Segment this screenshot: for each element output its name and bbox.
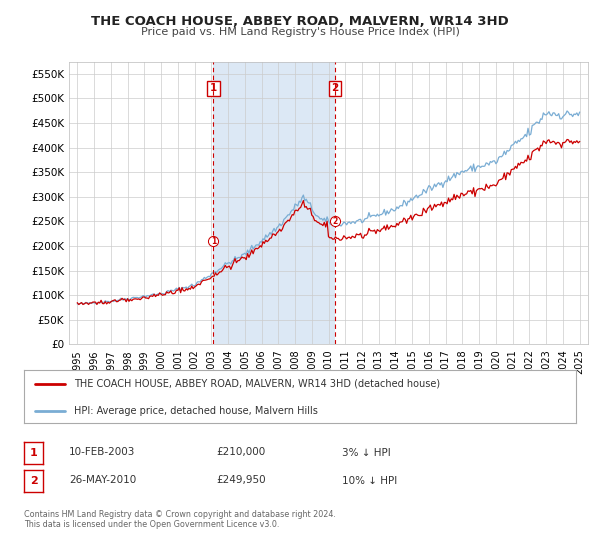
Bar xyxy=(214,62,335,344)
Text: £249,950: £249,950 xyxy=(216,475,266,486)
Text: 1: 1 xyxy=(209,83,217,94)
Text: 10-FEB-2003: 10-FEB-2003 xyxy=(69,447,136,458)
Text: £210,000: £210,000 xyxy=(216,447,265,458)
Text: THE COACH HOUSE, ABBEY ROAD, MALVERN, WR14 3HD: THE COACH HOUSE, ABBEY ROAD, MALVERN, WR… xyxy=(91,15,509,27)
Text: HPI: Average price, detached house, Malvern Hills: HPI: Average price, detached house, Malv… xyxy=(74,406,317,416)
Text: 1: 1 xyxy=(30,448,37,458)
Text: 3% ↓ HPI: 3% ↓ HPI xyxy=(342,447,391,458)
Text: 26-MAY-2010: 26-MAY-2010 xyxy=(69,475,136,486)
Text: This data is licensed under the Open Government Licence v3.0.: This data is licensed under the Open Gov… xyxy=(24,520,280,529)
Text: 2: 2 xyxy=(30,476,37,486)
Text: 2: 2 xyxy=(332,83,339,94)
Text: 1: 1 xyxy=(211,237,216,246)
Text: Price paid vs. HM Land Registry's House Price Index (HPI): Price paid vs. HM Land Registry's House … xyxy=(140,27,460,37)
Text: 2: 2 xyxy=(332,217,338,226)
Text: Contains HM Land Registry data © Crown copyright and database right 2024.: Contains HM Land Registry data © Crown c… xyxy=(24,510,336,519)
Text: THE COACH HOUSE, ABBEY ROAD, MALVERN, WR14 3HD (detached house): THE COACH HOUSE, ABBEY ROAD, MALVERN, WR… xyxy=(74,379,440,389)
Text: 10% ↓ HPI: 10% ↓ HPI xyxy=(342,475,397,486)
